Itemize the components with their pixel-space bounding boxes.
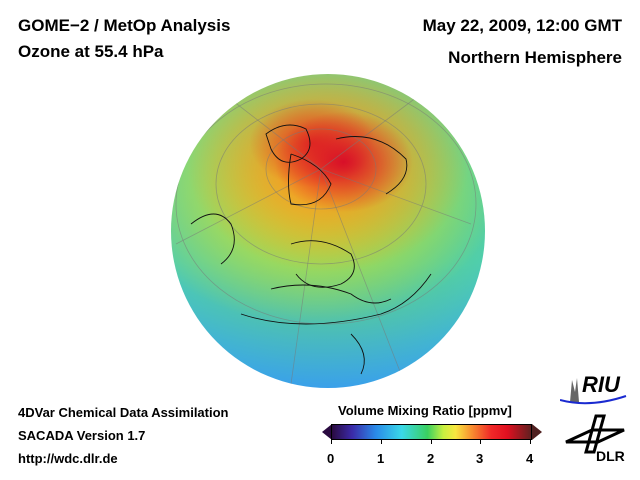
colorbar-title: Volume Mixing Ratio [ppmv]	[338, 403, 512, 418]
product-title: GOME−2 / MetOp Analysis	[18, 16, 231, 35]
region-label: Northern Hemisphere	[448, 48, 622, 67]
colorbar-tick-4: 4	[526, 451, 534, 466]
version-label: SACADA Version 1.7	[18, 428, 146, 443]
colorbar-tick-1: 1	[377, 451, 385, 466]
date-label: May 22, 2009, 12:00 GMT	[422, 16, 622, 35]
dlr-logo: DLR	[562, 412, 632, 472]
website-link[interactable]: http://wdc.dlr.de	[18, 451, 118, 466]
colorbar-tick-0: 0	[327, 451, 335, 466]
graticule-and-coastlines	[175, 83, 477, 385]
ozone-globe-map	[171, 74, 485, 388]
riu-logo: RIU	[560, 372, 632, 406]
variable-title: Ozone at 55.4 hPa	[18, 42, 164, 61]
colorbar-tick-2: 2	[427, 451, 435, 466]
assimilation-label: 4DVar Chemical Data Assimilation	[18, 405, 229, 420]
colorbar-min-arrow	[322, 424, 332, 440]
colorbar-max-arrow	[532, 424, 542, 440]
colorbar-tick-3: 3	[476, 451, 484, 466]
colorbar	[331, 424, 532, 440]
